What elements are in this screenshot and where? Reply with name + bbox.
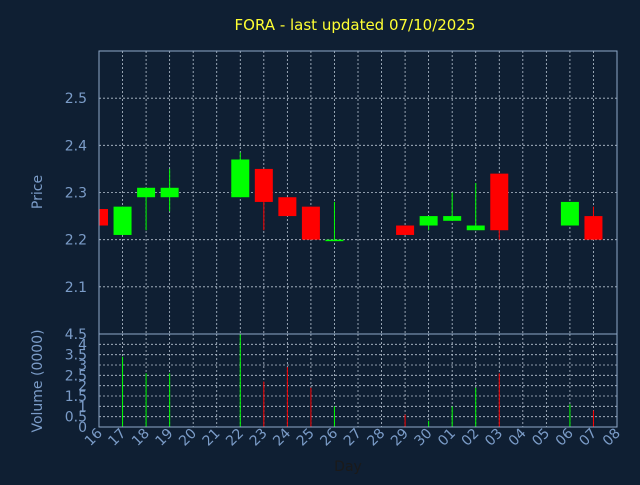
volume-tick-label: 3.5 [65,348,87,364]
price-tick-label: 2.3 [65,186,87,202]
candle-body [490,173,509,231]
price-y-ticks: 2.1 2.2 2.3 2.4 2.5 [65,91,87,296]
volume-tick-label: 2.5 [65,368,87,384]
x-ticks: 16 17 18 19 20 21 22 23 24 25 26 27 28 29 30 01 02 03 04 05… [82,425,624,449]
volume-tick-label: 0.5 [65,410,87,426]
price-tick-label: 2.4 [65,138,87,154]
candle-body [466,225,485,231]
candle-body [254,168,273,202]
candle-body [325,239,344,242]
volume-bars [122,334,594,427]
candle-body [560,201,579,226]
candle-body [99,209,108,226]
price-tick-label: 2.5 [65,91,87,107]
volume-y-ticks: 00.511.522.533.544.5 [65,327,87,436]
price-axis-label: Price [30,175,46,209]
volume-tick-label: 3 [78,358,87,374]
candle-body [396,225,415,235]
volume-tick-label: 2 [78,379,87,395]
volume-tick-label: 4.5 [65,327,87,343]
price-tick-label: 2.2 [65,233,87,249]
price-tick-label: 2.1 [65,280,87,296]
candle-body [278,197,297,217]
candle-body [137,187,156,198]
volume-panel-frame [98,333,618,428]
candle-body [231,159,250,198]
candle-body [419,216,438,226]
volume-tick-label: 0 [78,420,87,436]
candle-body [301,206,320,240]
volume-tick-label: 1.5 [65,389,87,405]
candle-body [584,216,603,240]
candle-body [113,206,132,235]
candle-body [443,216,462,221]
candle-body [160,187,179,198]
x-axis-label: Day [334,459,362,475]
volume-tick-label: 1 [78,399,87,415]
volume-axis-label: Volume (0000) [30,329,46,432]
chart-title: FORA - last updated 07/10/2025 [235,16,476,34]
volume-tick-label: 4 [78,337,87,353]
